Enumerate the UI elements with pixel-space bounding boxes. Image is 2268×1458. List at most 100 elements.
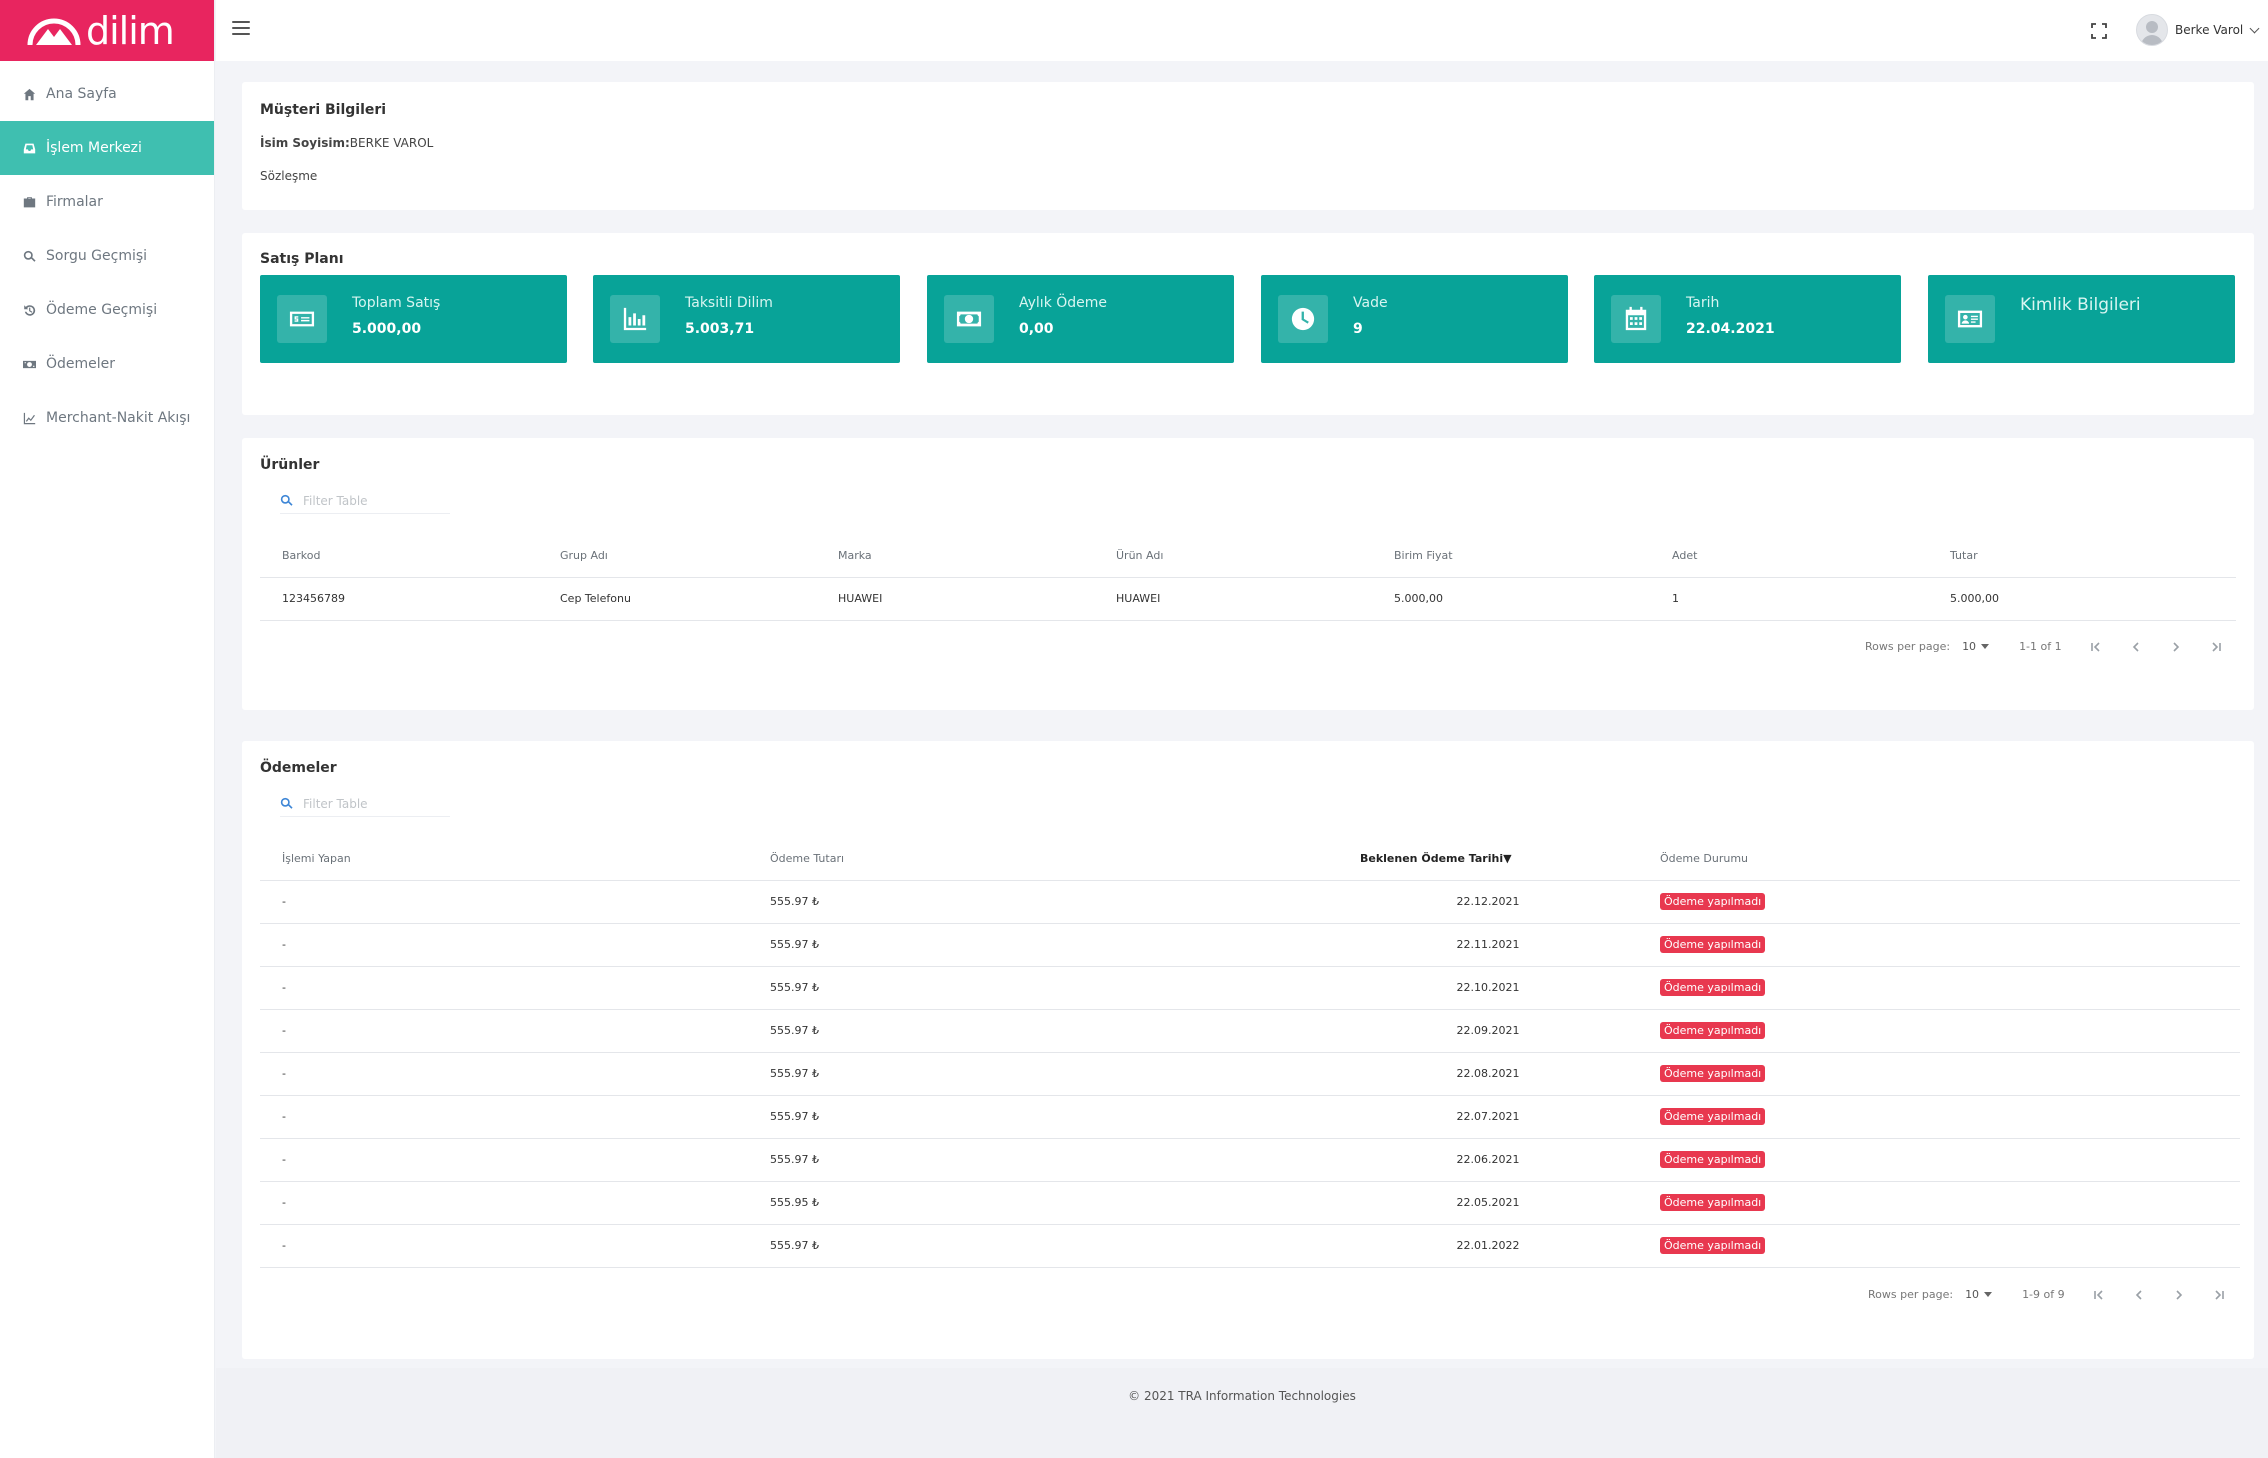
next-page-icon[interactable] bbox=[2170, 641, 2182, 653]
sidebar-item-islem-merkezi[interactable]: İşlem Merkezi bbox=[0, 121, 214, 175]
customer-info-title: Müşteri Bilgileri bbox=[260, 102, 387, 118]
status-badge: Ödeme yapılmadı bbox=[1660, 1151, 1766, 1168]
cell-odeme-tutari: 555.97 ₺ bbox=[748, 1052, 1338, 1096]
table-row[interactable]: -555.97 ₺ 22.12.2021 Ödeme yapılmadı bbox=[260, 880, 2240, 924]
payments-table-body: -555.97 ₺ 22.12.2021 Ödeme yapılmadı -555.9… bbox=[260, 880, 2240, 1268]
last-page-icon[interactable] bbox=[2210, 641, 2222, 653]
contract-link[interactable]: Sözleşme bbox=[260, 169, 318, 183]
stat-value: 5.000,00 bbox=[352, 321, 422, 337]
column-header-odeme-durumu[interactable]: Ödeme Durumu bbox=[1638, 837, 2240, 881]
status-badge: Ödeme yapılmadı bbox=[1660, 1108, 1766, 1125]
table-row[interactable]: -555.97 ₺ 22.01.2022 Ödeme yapılmadı bbox=[260, 1224, 2240, 1268]
table-row[interactable]: -555.97 ₺ 22.11.2021 Ödeme yapılmadı bbox=[260, 923, 2240, 967]
cell-odeme-tutari: 555.97 ₺ bbox=[748, 1095, 1338, 1139]
table-row[interactable]: 123456789 Cep Telefonu HUAWEI HUAWEI 5.0… bbox=[260, 577, 2236, 621]
rows-per-page-select[interactable]: 10 bbox=[1965, 1288, 1993, 1301]
column-header-marka[interactable]: Marka bbox=[816, 534, 1094, 578]
cell-birim-fiyat: 5.000,00 bbox=[1372, 577, 1650, 621]
column-header-grup-adi[interactable]: Grup Adı bbox=[538, 534, 816, 578]
products-filter-input[interactable] bbox=[303, 493, 443, 508]
table-row[interactable]: -555.97 ₺ 22.08.2021 Ödeme yapılmadı bbox=[260, 1052, 2240, 1096]
products-title: Ürünler bbox=[260, 457, 320, 473]
table-row[interactable]: -555.97 ₺ 22.10.2021 Ödeme yapılmadı bbox=[260, 966, 2240, 1010]
rows-per-page-label: Rows per page: bbox=[1868, 1288, 1954, 1301]
cell-grup-adi: Cep Telefonu bbox=[538, 577, 816, 621]
user-menu[interactable]: Berke Varol bbox=[2136, 14, 2260, 46]
column-header-islemi-yapan[interactable]: İşlemi Yapan bbox=[260, 837, 748, 881]
cell-beklenen-odeme-tarihi: 22.06.2021 bbox=[1338, 1138, 1638, 1182]
payments-filter-input[interactable] bbox=[303, 796, 443, 811]
cell-odeme-durumu: Ödeme yapılmadı bbox=[1638, 966, 2240, 1010]
rows-per-page-select[interactable]: 10 bbox=[1962, 640, 1990, 653]
column-header-odeme-tutari[interactable]: Ödeme Tutarı bbox=[748, 837, 1338, 881]
stat-value: 5.003,71 bbox=[685, 321, 755, 337]
search-icon bbox=[22, 249, 36, 263]
products-pagination: Rows per page: 10 1-1 of 1 bbox=[1865, 640, 2222, 653]
payments-pagination: Rows per page: 10 1-9 of 9 bbox=[1868, 1288, 2225, 1301]
id-card-icon bbox=[1945, 295, 1995, 343]
sidebar-item-label: Firmalar bbox=[46, 194, 103, 210]
column-header-urun-adi[interactable]: Ürün Adı bbox=[1094, 534, 1372, 578]
dilim-logo-icon bbox=[27, 18, 81, 45]
sidebar-item-label: Ana Sayfa bbox=[46, 86, 117, 102]
caret-down-icon bbox=[1981, 644, 1990, 649]
next-page-icon[interactable] bbox=[2173, 1289, 2185, 1301]
column-header-beklenen-odeme-tarihi[interactable]: Beklenen Ödeme Tarihi▼ bbox=[1338, 837, 1638, 881]
stat-aylik-odeme[interactable]: Aylık Ödeme 0,00 bbox=[927, 275, 1234, 363]
cell-odeme-tutari: 555.97 ₺ bbox=[748, 923, 1338, 967]
table-row[interactable]: -555.97 ₺ 22.07.2021 Ödeme yapılmadı bbox=[260, 1095, 2240, 1139]
cell-islemi-yapan: - bbox=[260, 923, 748, 967]
sidebar-item-merchant-nakit-akisi[interactable]: Merchant-Nakit Akışı bbox=[0, 391, 214, 445]
cell-odeme-tutari: 555.97 ₺ bbox=[748, 1009, 1338, 1053]
topbar: Berke Varol bbox=[216, 0, 2268, 61]
briefcase-icon bbox=[22, 195, 36, 209]
table-row[interactable]: -555.95 ₺ 22.05.2021 Ödeme yapılmadı bbox=[260, 1181, 2240, 1225]
status-badge: Ödeme yapılmadı bbox=[1660, 979, 1766, 996]
last-page-icon[interactable] bbox=[2213, 1289, 2225, 1301]
column-header-birim-fiyat[interactable]: Birim Fiyat bbox=[1372, 534, 1650, 578]
prev-page-icon[interactable] bbox=[2130, 641, 2142, 653]
cell-odeme-durumu: Ödeme yapılmadı bbox=[1638, 1052, 2240, 1096]
sidebar-item-label: Ödeme Geçmişi bbox=[46, 302, 158, 318]
sales-plan-card: Satış Planı Toplam Satış 5.000,00 Taksit… bbox=[242, 233, 2254, 415]
stat-kimlik-bilgileri[interactable]: Kimlik Bilgileri bbox=[1928, 275, 2235, 363]
status-badge: Ödeme yapılmadı bbox=[1660, 1194, 1766, 1211]
caret-down-icon bbox=[1984, 1292, 1993, 1297]
cell-islemi-yapan: - bbox=[260, 1009, 748, 1053]
cell-beklenen-odeme-tarihi: 22.01.2022 bbox=[1338, 1224, 1638, 1268]
sidebar-item-ana-sayfa[interactable]: Ana Sayfa bbox=[0, 67, 214, 121]
column-header-tutar[interactable]: Tutar bbox=[1928, 534, 2236, 578]
sidebar-item-firmalar[interactable]: Firmalar bbox=[0, 175, 214, 229]
prev-page-icon[interactable] bbox=[2133, 1289, 2145, 1301]
menu-toggle-icon[interactable] bbox=[232, 21, 250, 39]
payments-card: Ödemeler İşlemi Yapan Ödeme Tutarı Bekle… bbox=[242, 741, 2254, 1359]
cell-beklenen-odeme-tarihi: 22.07.2021 bbox=[1338, 1095, 1638, 1139]
stat-vade[interactable]: Vade 9 bbox=[1261, 275, 1568, 363]
search-icon bbox=[280, 494, 293, 506]
cell-adet: 1 bbox=[1650, 577, 1928, 621]
first-page-icon[interactable] bbox=[2090, 641, 2102, 653]
cell-islemi-yapan: - bbox=[260, 1181, 748, 1225]
sidebar-item-label: Merchant-Nakit Akışı bbox=[46, 410, 191, 426]
stat-taksitli-dilim[interactable]: Taksitli Dilim 5.003,71 bbox=[593, 275, 900, 363]
first-page-icon[interactable] bbox=[2093, 1289, 2105, 1301]
column-header-adet[interactable]: Adet bbox=[1650, 534, 1928, 578]
stat-tarih[interactable]: Tarih 22.04.2021 bbox=[1594, 275, 1901, 363]
search-icon bbox=[280, 797, 293, 809]
customer-name-value: BERKE VAROL bbox=[349, 136, 434, 150]
column-header-barkod[interactable]: Barkod bbox=[260, 534, 538, 578]
table-row[interactable]: -555.97 ₺ 22.09.2021 Ödeme yapılmadı bbox=[260, 1009, 2240, 1053]
table-row[interactable]: -555.97 ₺ 22.06.2021 Ödeme yapılmadı bbox=[260, 1138, 2240, 1182]
products-card: Ürünler Barkod Grup Adı Marka Ürün Adı B… bbox=[242, 438, 2254, 710]
brand-logo[interactable]: dilim bbox=[0, 0, 214, 61]
cell-odeme-tutari: 555.95 ₺ bbox=[748, 1181, 1338, 1225]
stat-toplam-satis[interactable]: Toplam Satış 5.000,00 bbox=[260, 275, 567, 363]
sidebar-item-odeme-gecmisi[interactable]: Ödeme Geçmişi bbox=[0, 283, 214, 337]
status-badge: Ödeme yapılmadı bbox=[1660, 893, 1766, 910]
bar-chart-icon bbox=[610, 295, 660, 343]
sidebar-item-sorgu-gecmisi[interactable]: Sorgu Geçmişi bbox=[0, 229, 214, 283]
sidebar-item-odemeler[interactable]: Ödemeler bbox=[0, 337, 214, 391]
fullscreen-icon[interactable] bbox=[2091, 23, 2107, 39]
sort-desc-icon: ▼ bbox=[1503, 851, 1512, 865]
sidebar-item-label: İşlem Merkezi bbox=[46, 140, 142, 156]
